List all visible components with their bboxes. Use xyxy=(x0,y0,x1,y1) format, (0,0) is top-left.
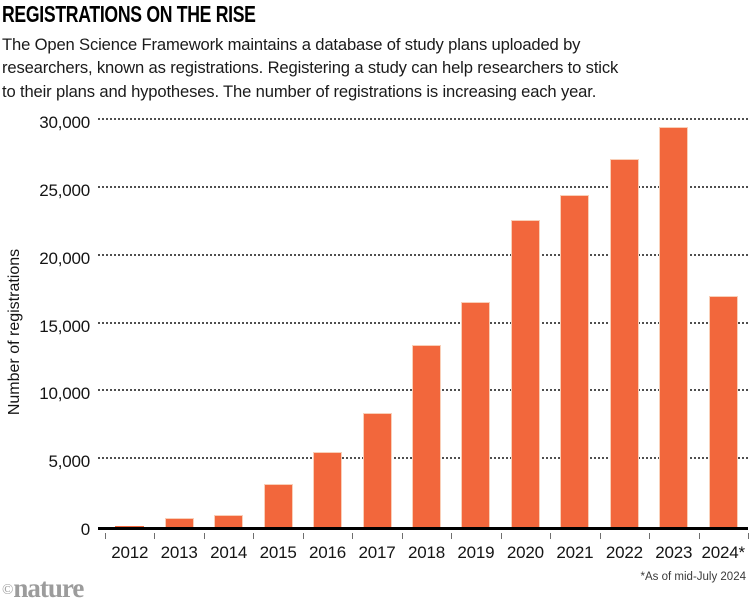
x-tick-label-2024: 2024* xyxy=(701,543,746,562)
x-axis-tick xyxy=(451,533,453,539)
bar-2014 xyxy=(214,514,244,527)
gridline-20000 xyxy=(98,253,748,256)
gridline-30000 xyxy=(98,118,748,120)
bar-2019 xyxy=(461,301,491,527)
x-axis-tick xyxy=(550,533,552,539)
bar-2021 xyxy=(560,195,590,527)
y-tick-label-20000: 20,000 xyxy=(39,248,90,268)
x-axis-tick xyxy=(401,533,403,539)
gridline-25000 xyxy=(98,185,748,188)
x-axis-tick xyxy=(105,533,106,539)
x-axis-tick xyxy=(599,533,601,539)
nature-logo-text: nature xyxy=(13,573,84,603)
subtitle-line-2: researchers, known as registrations. Reg… xyxy=(2,58,619,78)
x-axis-tick xyxy=(748,533,749,539)
bar-2024 xyxy=(708,295,738,527)
subtitle-line-3: to their plans and hypotheses. The numbe… xyxy=(2,81,597,101)
x-tick-label-2018: 2018 xyxy=(407,543,445,562)
x-tick-label-2023: 2023 xyxy=(655,543,693,562)
x-axis-tick xyxy=(203,533,205,539)
bar-2023 xyxy=(659,126,689,527)
x-tick-label-2019: 2019 xyxy=(457,543,495,562)
bar-2012 xyxy=(115,526,145,527)
bar-2016 xyxy=(313,452,343,527)
y-tick-labels: 0 5,000 10,000 15,000 20,000 25,000 30,000 xyxy=(0,114,90,539)
x-tick-label-2022: 2022 xyxy=(605,543,643,562)
x-axis-tick xyxy=(352,533,354,539)
y-tick-label-25000: 25,000 xyxy=(39,180,90,200)
subtitle-line-1: The Open Science Framework maintains a d… xyxy=(2,35,581,54)
plot-area: 2012 2013 2014 2015 2016 2017 2018 2019 2020 2021… xyxy=(98,118,749,562)
chart-subtitle: The Open Science Framework maintains a d… xyxy=(2,33,618,103)
x-axis-tick xyxy=(500,533,502,539)
x-axis-tick xyxy=(253,533,255,539)
y-tick-label-15000: 15,000 xyxy=(39,316,90,336)
y-tick-label-30000: 30,000 xyxy=(39,113,90,132)
bar-2013 xyxy=(164,518,194,527)
x-axis-tick xyxy=(302,533,304,539)
x-tick-label-2017: 2017 xyxy=(358,543,396,562)
y-tick-label-10000: 10,000 xyxy=(39,384,90,404)
chart-title: REGISTRATIONS ON THE RISE xyxy=(2,1,256,27)
bar-2017 xyxy=(362,413,392,527)
x-axis-tick xyxy=(698,533,700,539)
x-tick-label-2013: 2013 xyxy=(160,543,198,562)
bar-2015 xyxy=(263,483,293,527)
y-tick-label-5000: 5,000 xyxy=(48,452,90,472)
x-tick-label-2014: 2014 xyxy=(210,543,248,562)
gridline-15000 xyxy=(98,321,748,324)
x-tick-label-2012: 2012 xyxy=(111,543,149,562)
x-tick-label-2020: 2020 xyxy=(506,543,544,562)
x-tick-label-2021: 2021 xyxy=(556,543,594,562)
nature-logo: ©nature xyxy=(2,573,84,604)
bar-2022 xyxy=(609,159,639,527)
bar-2018 xyxy=(412,344,441,527)
x-tick-label-2015: 2015 xyxy=(259,543,297,562)
x-tick-label-2016: 2016 xyxy=(309,543,347,562)
y-tick-label-0: 0 xyxy=(80,520,90,539)
bar-2020 xyxy=(510,219,540,527)
x-axis-tick xyxy=(154,533,156,539)
x-axis-tick xyxy=(649,533,651,539)
copyright-icon: © xyxy=(2,582,14,598)
footnote: *As of mid-July 2024 xyxy=(640,571,746,583)
